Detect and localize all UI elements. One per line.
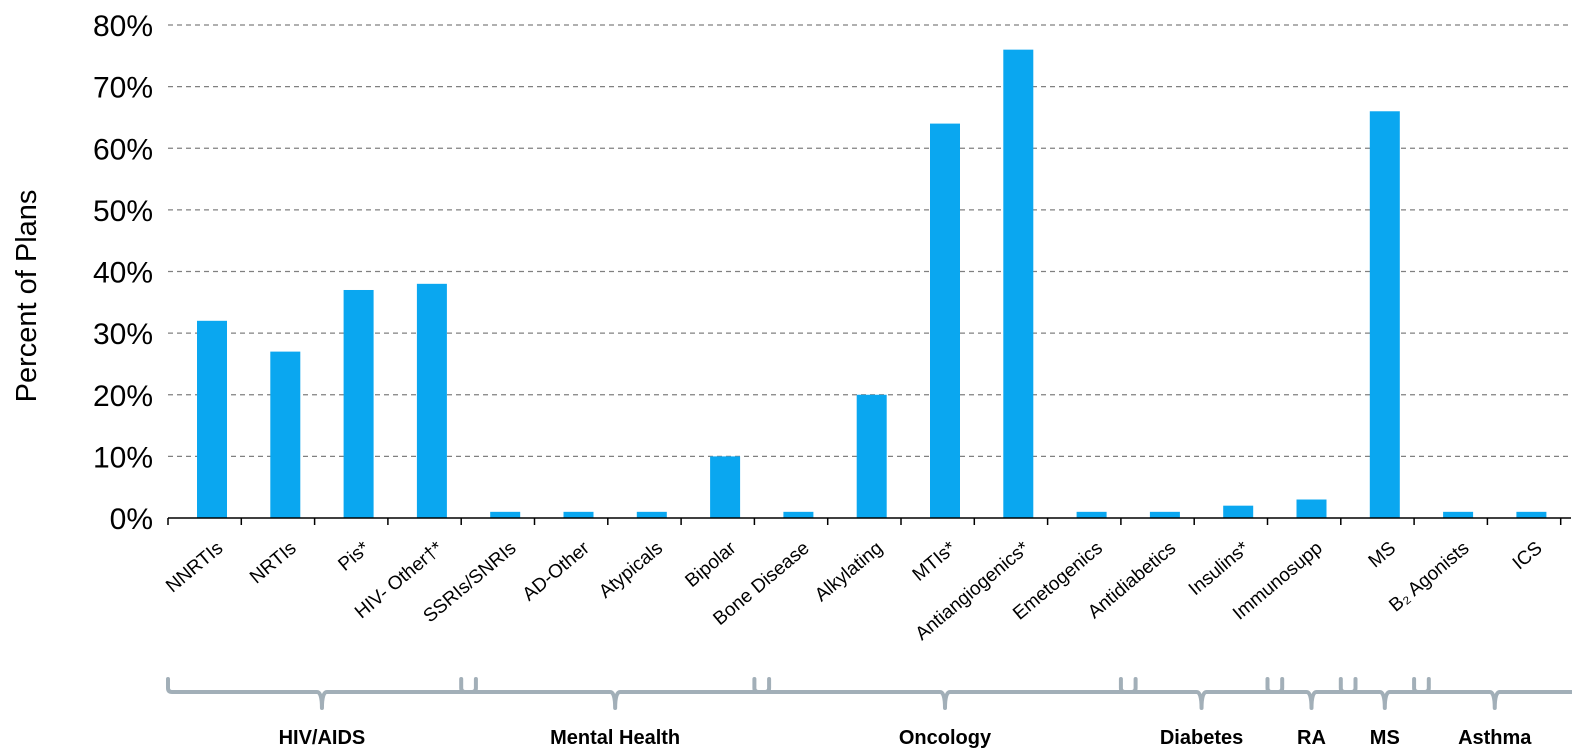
- y-tick-label: 80%: [93, 10, 153, 43]
- group-label: Mental Health: [550, 727, 680, 749]
- bar-alkylating: [856, 394, 887, 518]
- category-label: MTIs*: [909, 537, 961, 585]
- bar-nnrtis: [197, 320, 227, 518]
- category-label: ICS: [1509, 538, 1547, 574]
- bar-mtis: [930, 123, 960, 518]
- bar-ssris-snris: [490, 511, 521, 518]
- y-tick-label: 60%: [93, 133, 153, 166]
- y-tick-label: 30%: [93, 318, 153, 351]
- bar-ics: [1516, 511, 1547, 518]
- group-brace: [1118, 677, 1285, 710]
- x-tick-marks: [167, 518, 1562, 525]
- y-tick-label: 50%: [93, 195, 153, 228]
- bar-hiv-other: [416, 283, 447, 518]
- group-brace: [166, 677, 478, 710]
- category-label: MS: [1365, 538, 1400, 572]
- bar-pis: [343, 289, 374, 518]
- category-label: B₂ Agonists: [1385, 538, 1473, 617]
- y-tick-label: 10%: [93, 441, 153, 474]
- y-tick-label: 40%: [93, 257, 153, 290]
- group-label: Diabetes: [1160, 727, 1243, 749]
- bar-emetogenics: [1076, 511, 1107, 518]
- category-label: Atypicals: [595, 538, 667, 603]
- bar-bone-disease: [783, 511, 814, 518]
- bar-ad-other: [563, 511, 594, 518]
- group-label: Oncology: [899, 727, 992, 749]
- bar-insulins: [1223, 505, 1254, 518]
- group-labels: HIV/AIDS Mental Health Oncology Diabetes RA M…: [166, 677, 1572, 749]
- category-label: AD-Other: [519, 537, 594, 605]
- bar-antidiabetics: [1149, 511, 1180, 518]
- category-label: NNRTIs: [162, 538, 227, 597]
- category-label: NRTIs: [246, 538, 300, 588]
- bar-bipolar: [710, 456, 741, 518]
- group-brace: [752, 677, 1138, 710]
- group-hiv-aids: HIV/AIDS: [166, 677, 478, 749]
- bar-antiangiogenics: [1003, 49, 1034, 519]
- group-label: RA: [1297, 727, 1326, 749]
- group-brace: [1412, 677, 1572, 710]
- y-tick-label: 0%: [110, 503, 153, 536]
- group-diabetes: Diabetes: [1118, 677, 1285, 749]
- y-tick-labels: 0% 10% 20% 30% 40% 50% 60% 70% 80%: [93, 10, 153, 536]
- group-label: Asthma: [1458, 727, 1532, 749]
- group-brace: [459, 677, 772, 710]
- category-label: Insulins*: [1185, 537, 1254, 600]
- category-label: Alkylating: [811, 538, 887, 606]
- category-labels: NNRTIs NRTIs Pis*HIV- Other†*SSRIs/SNRIsAD…: [162, 537, 1546, 644]
- gridlines: [168, 24, 1571, 457]
- bar-nrtis: [270, 351, 301, 518]
- group-asthma: Asthma: [1412, 677, 1572, 749]
- bar-atypicals: [636, 511, 667, 518]
- y-axis-label: Percent of Plans: [11, 190, 43, 403]
- y-tick-label: 70%: [93, 72, 153, 105]
- group-label: MS: [1370, 727, 1400, 749]
- y-tick-label: 20%: [93, 380, 153, 413]
- bars: [197, 49, 1547, 519]
- bar-b-agonists: [1443, 511, 1474, 518]
- group-label: HIV/AIDS: [279, 727, 366, 749]
- group-mental-health: Mental Health: [459, 677, 772, 749]
- group-oncology: Oncology: [752, 677, 1138, 749]
- category-label: Pis*: [334, 537, 374, 575]
- bar-ms: [1369, 111, 1400, 519]
- category-label: Bipolar: [681, 537, 740, 592]
- bar-immunosupp: [1296, 499, 1327, 518]
